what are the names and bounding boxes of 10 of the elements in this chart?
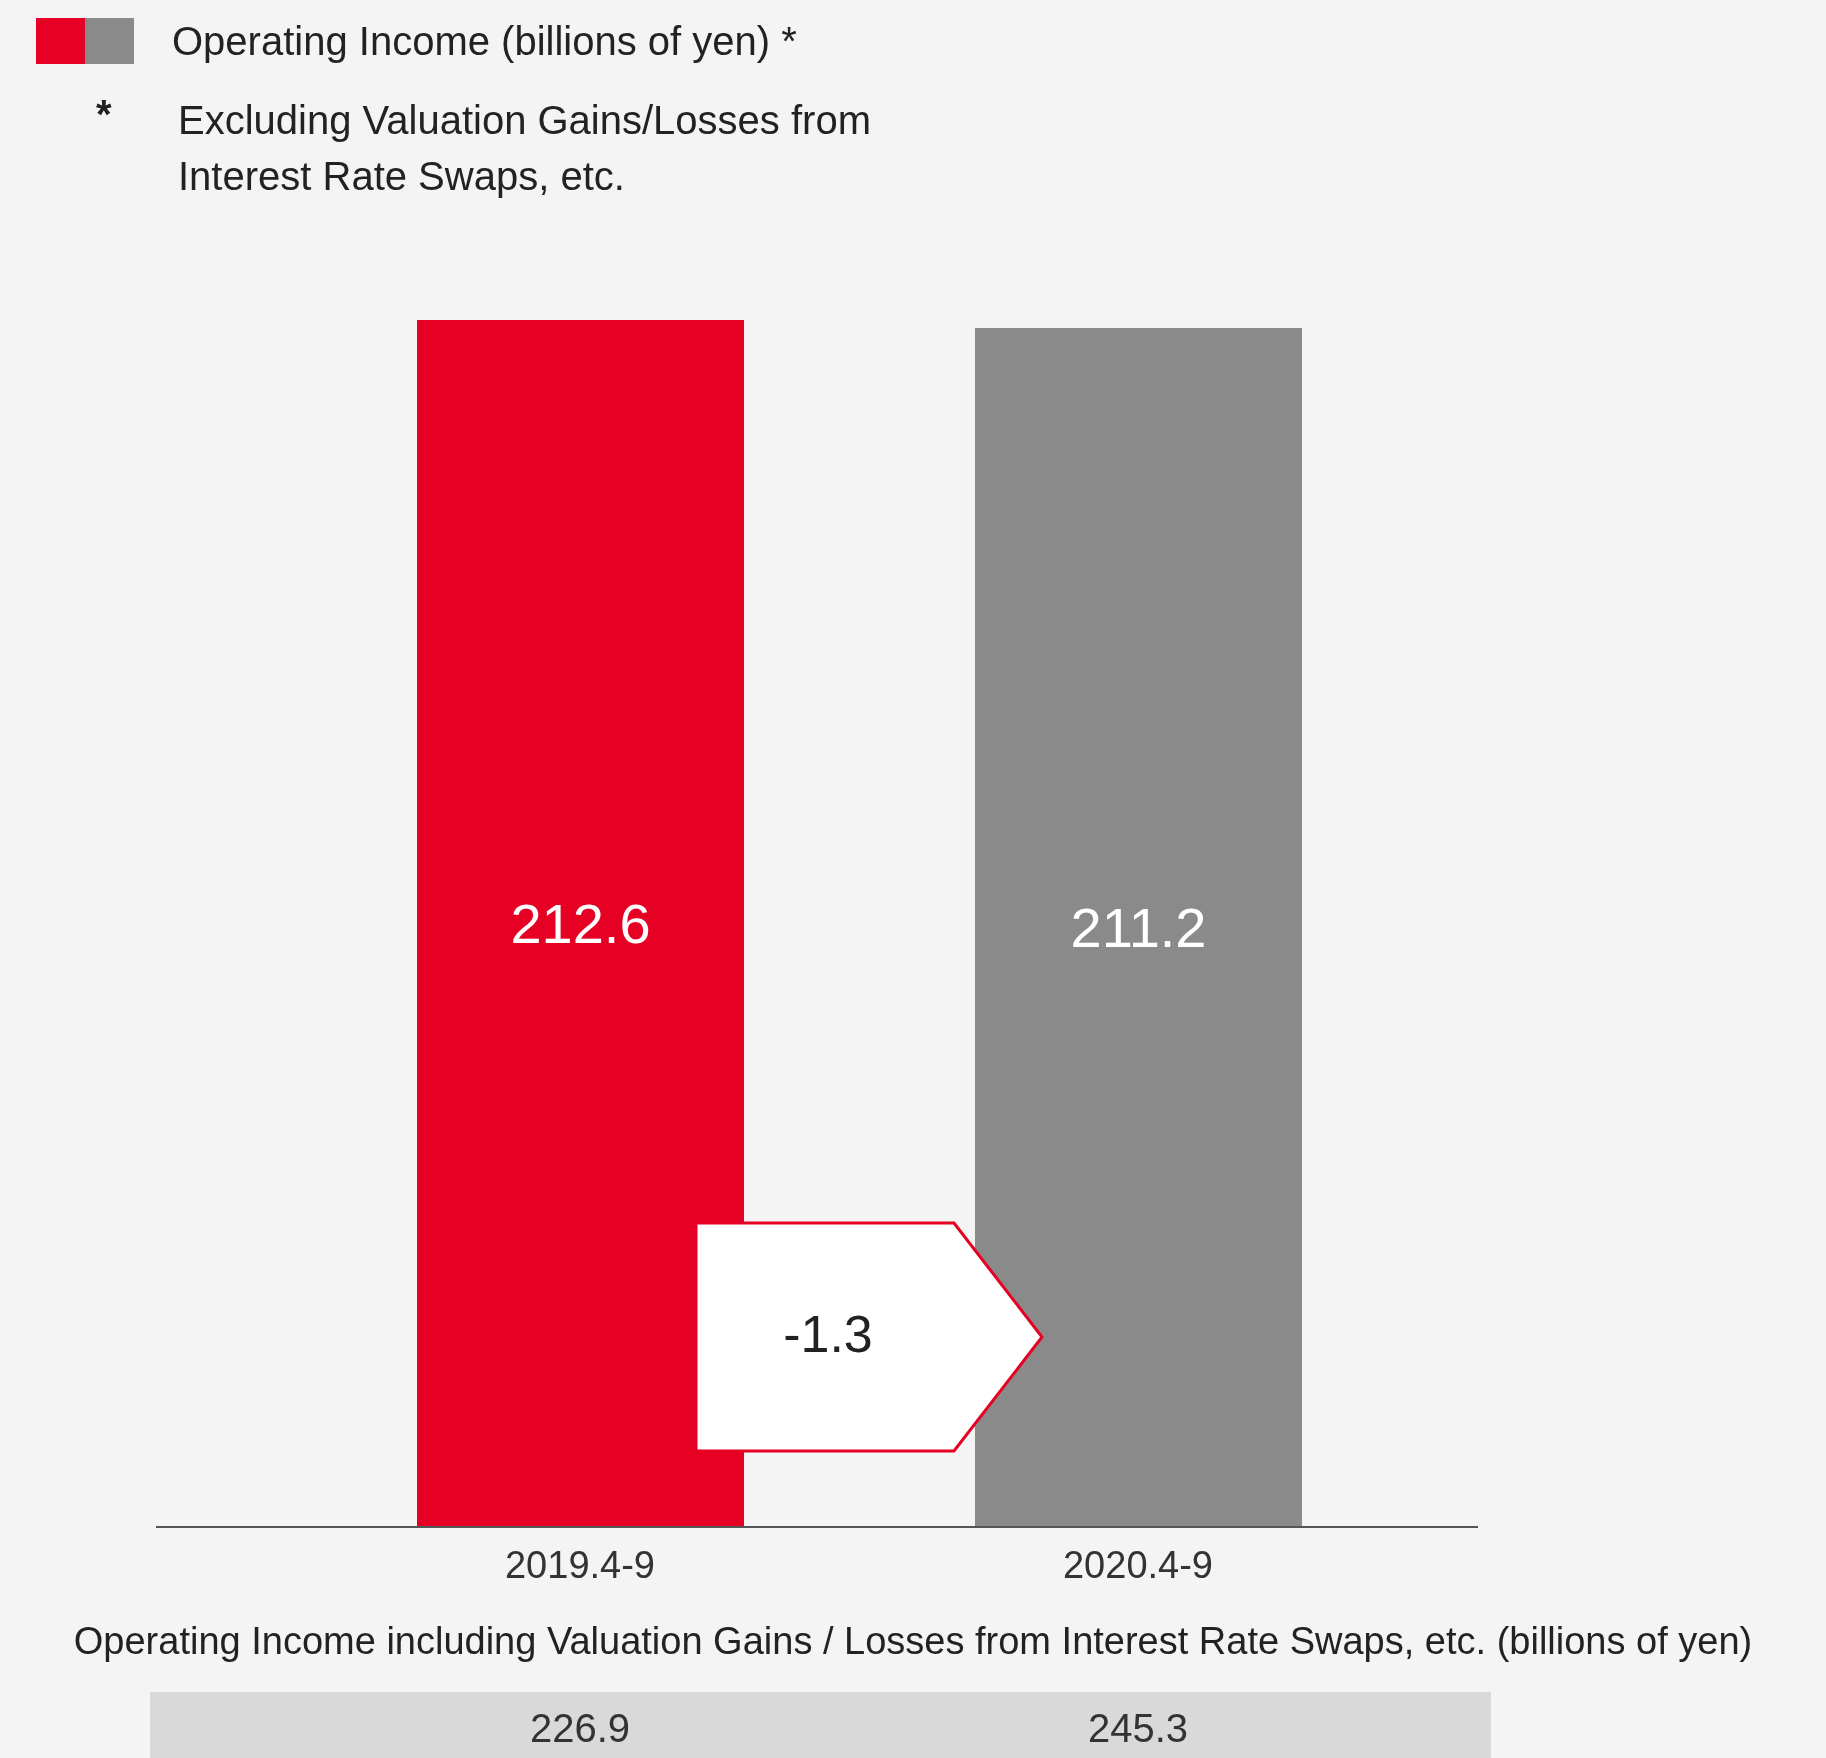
data-label: 211.2 [1070, 896, 1207, 960]
annotation: -1.3 [783, 1305, 873, 1363]
text: 245.3 [1086, 1706, 1190, 1751]
x-tick-label: 2020.4-9 [1062, 1543, 1214, 1586]
text: 226.9 [528, 1706, 632, 1751]
legend-label: Operating Income (billions of yen) * [172, 18, 797, 64]
data-label: 212.6 [510, 892, 651, 956]
text: * Excluding Valuation Gains/Losses from Interest Rate Swaps, etc. [96, 92, 871, 198]
text: Operating Income including Valuation Gains / Losses from Interest Rate Swaps, etc. (billions of yen) [72, 1620, 1754, 1663]
x-tick-label: 2019.4-9 [504, 1543, 656, 1586]
